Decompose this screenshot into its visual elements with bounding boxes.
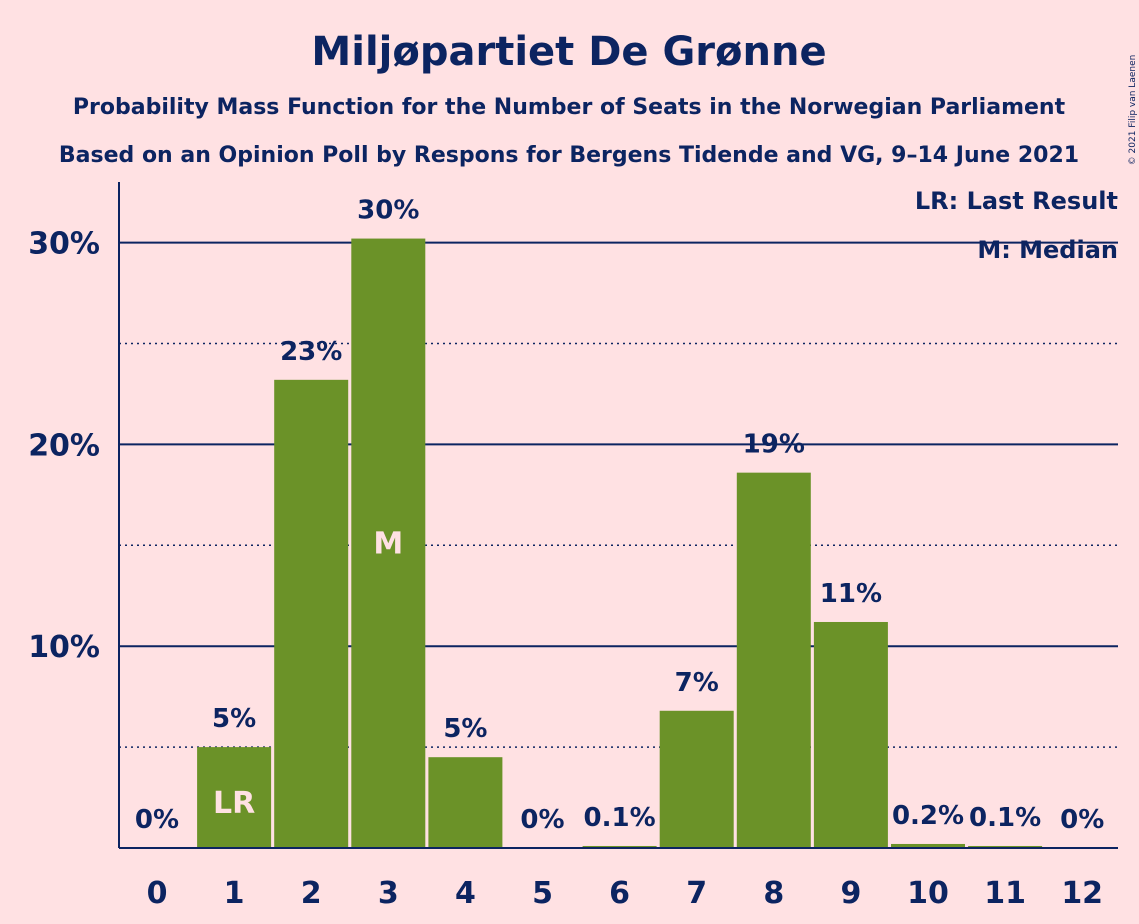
x-tick-label: 10 [907,876,949,911]
bar [813,621,888,848]
value-label: 11% [820,579,882,609]
x-tick-label: 9 [840,876,861,911]
bar [274,379,349,848]
value-label: 0.2% [892,801,964,831]
bar [968,845,1043,848]
value-label: 7% [675,668,719,698]
value-label: 23% [280,337,342,367]
value-label: 30% [357,196,419,226]
x-tick-label: 3 [378,876,399,911]
last-result-marker: LR [213,786,255,821]
y-axis-ticks: 10% 20% 30% [28,227,100,666]
y-tick-label: 30% [28,227,100,262]
x-tick-label: 5 [532,876,553,911]
value-label: 5% [212,704,256,734]
value-label: 0% [135,805,179,835]
bar [582,845,657,848]
median-marker: M [373,526,403,561]
value-label: 19% [743,430,805,460]
value-label: 0% [520,805,564,835]
x-tick-label: 8 [763,876,784,911]
value-label: 0.1% [969,803,1041,833]
chart-title: Miljøpartiet De Grønne [311,29,826,75]
bars [197,238,1043,849]
gridlines [119,241,1118,748]
bar [659,710,734,848]
x-tick-label: 4 [455,876,476,911]
value-labels: 0%5%23%30%5%0% 0.1%7%19%11%0.2% 0.1% 0%LRM [135,196,1104,835]
y-tick-label: 20% [28,428,100,463]
value-label: 0% [1060,805,1104,835]
y-tick-label: 10% [28,630,100,665]
x-tick-label: 7 [686,876,707,911]
bar [736,472,811,848]
x-tick-label: 11 [984,876,1026,911]
copyright: © 2021 Filip van Laenen [1128,55,1138,166]
x-axis-ticks: 0 1 2 3 4 5 6 7 8 9 10 11 12 [147,876,1104,911]
chart-subtitle-2: Based on an Opinion Poll by Respons for … [59,143,1079,168]
bar [428,757,503,848]
bar [351,238,426,849]
x-tick-label: 2 [301,876,322,911]
chart-subtitle-1: Probability Mass Function for the Number… [73,95,1066,120]
value-label: 5% [443,714,487,744]
x-tick-label: 0 [147,876,168,911]
bar [197,747,272,848]
value-label: 0.1% [584,803,656,833]
legend-last-result: LR: Last Result [915,187,1118,215]
bar [891,843,965,848]
x-tick-label: 12 [1061,876,1103,911]
x-tick-label: 6 [609,876,630,911]
legend-median: M: Median [977,236,1118,264]
x-tick-label: 1 [224,876,245,911]
